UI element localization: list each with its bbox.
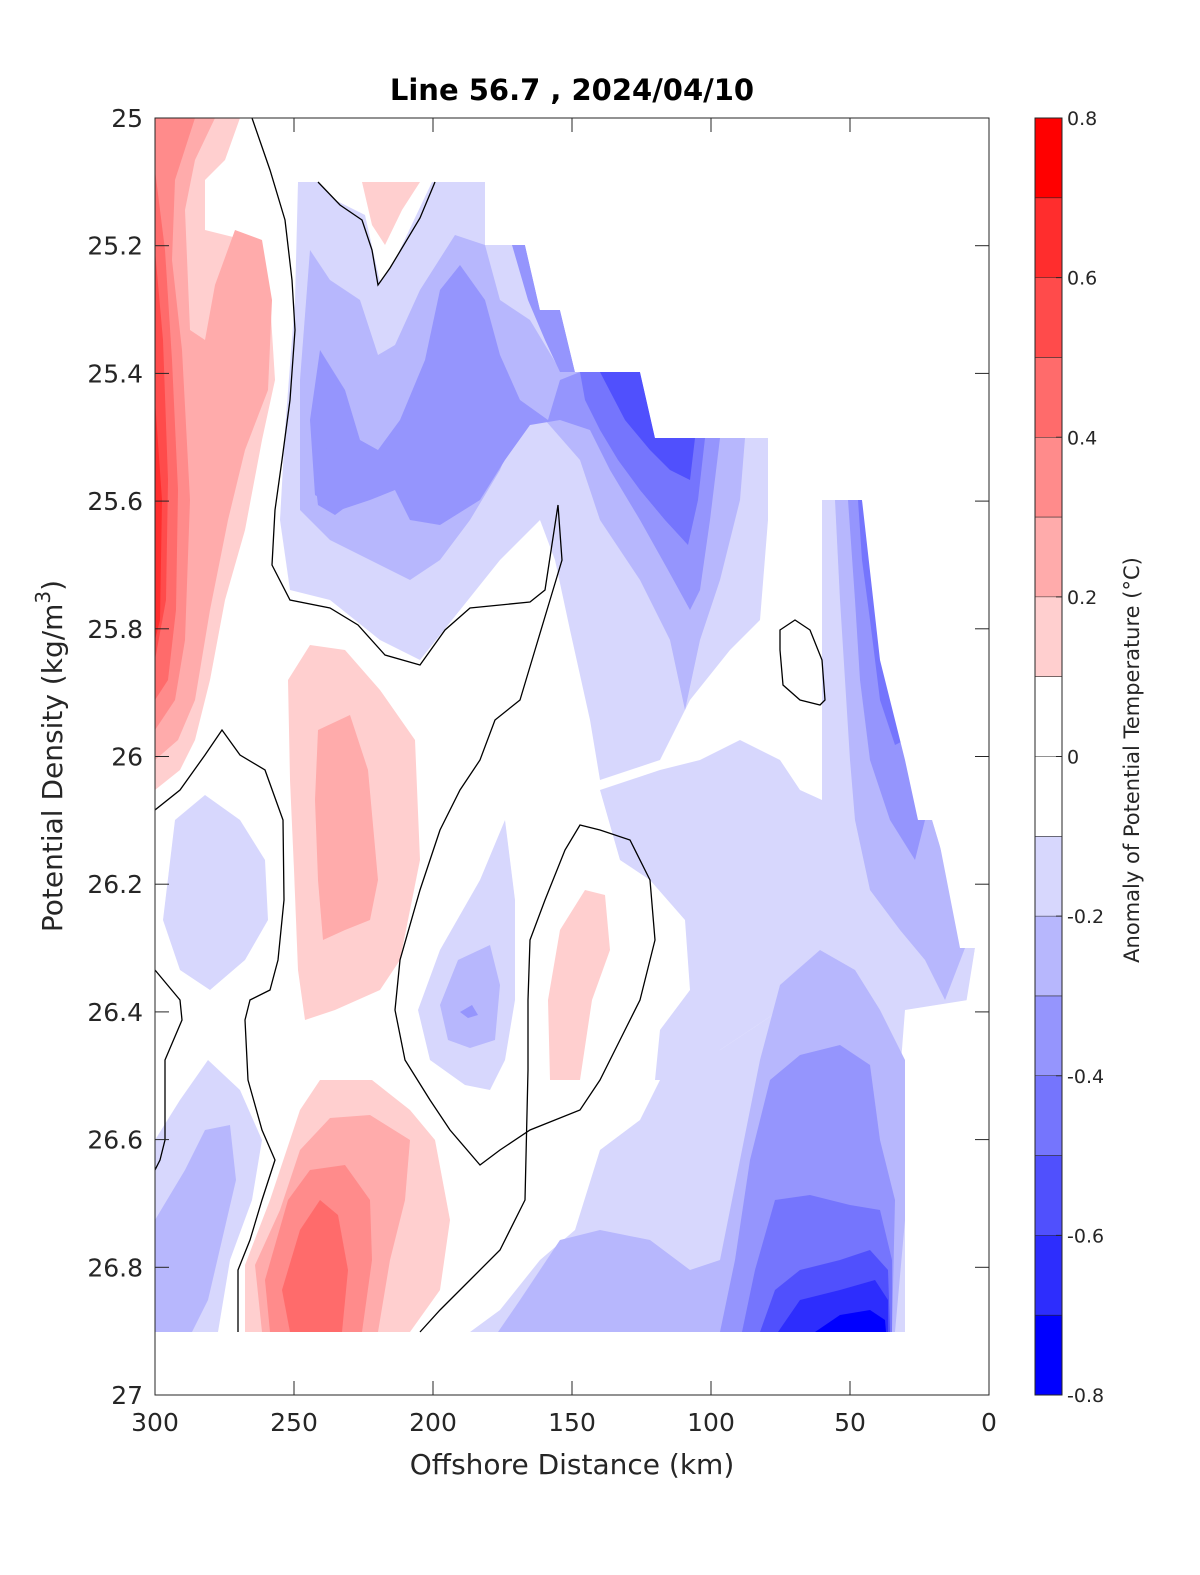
contour-fills [155, 118, 989, 1395]
x-tick-label: 50 [834, 1408, 866, 1437]
y-axis-label-main: Potential Density (kg/m [36, 604, 69, 933]
colorbar-segment [1035, 357, 1062, 438]
contour-center-red [548, 890, 610, 1080]
y-tick-label: 25 [111, 104, 143, 133]
contour-left-bottom-blue-2 [155, 1125, 236, 1332]
y-tick-label: 26.8 [87, 1253, 143, 1282]
colorbar-tick-label: -0.8 [1067, 1385, 1104, 1407]
zero-line-2 [317, 181, 436, 287]
colorbar-segment [1035, 836, 1062, 917]
colorbar-segment [1035, 1075, 1062, 1157]
y-axis: 25 25.2 25.4 25.6 25.8 26 26.2 26.4 26.6 26.8 27 [87, 104, 989, 1410]
colorbar-segment [1035, 1235, 1062, 1316]
contour-center-blue-1 [418, 820, 515, 1090]
contour-center-blue-3 [460, 1005, 478, 1018]
colorbar-tick-label: 0.6 [1067, 268, 1097, 290]
colorbar-tick-label: 0.8 [1067, 108, 1097, 130]
x-tick-label: 200 [409, 1408, 457, 1437]
contour-mid-blue-3 [310, 265, 720, 610]
y-tick-label: 27 [111, 1381, 143, 1410]
zero-line-3 [155, 728, 285, 1332]
colorbar-tick-label: -0.4 [1067, 1066, 1104, 1088]
zero-line-1 [251, 118, 656, 1333]
contour-left-lower-blue [163, 795, 268, 990]
colorbar: 0.8 0.6 0.4 0.2 0 -0.2 -0.4 -0.6 -0.8 [1034, 108, 1104, 1407]
contour-upper-blue-strip [512, 245, 575, 372]
contour-mid-blue-4 [580, 372, 705, 545]
y-tick-label: 26.2 [87, 870, 143, 899]
colorbar-segment [1035, 277, 1062, 358]
contour-center-blue-2 [440, 945, 500, 1048]
y-tick-label: 25.6 [87, 487, 143, 516]
colorbar-tick-label: -0.2 [1067, 906, 1104, 928]
contour-bottom-blue-7 [815, 1310, 886, 1332]
x-tick-label: 0 [981, 1408, 997, 1437]
zero-line-4 [155, 969, 183, 1171]
contour-mid-blue-2 [300, 235, 745, 710]
y-tick-label: 26.4 [87, 998, 143, 1027]
contour-mid-red-2 [315, 715, 378, 940]
colorbar-segment [1035, 596, 1062, 678]
y-tick-label: 26 [111, 743, 143, 772]
chart-title: Line 56.7 , 2024/04/10 [390, 73, 754, 107]
x-tick-label: 100 [687, 1408, 735, 1437]
colorbar-segment [1035, 676, 1062, 757]
colorbar-segment [1035, 118, 1062, 199]
y-axis-label-sup: 3 [31, 591, 55, 604]
contour-mid-blue-5 [600, 372, 695, 480]
x-axis-label: Offshore Distance (km) [410, 1448, 735, 1481]
zero-contour-lines [155, 118, 826, 1333]
colorbar-tick-label: 0.2 [1067, 587, 1097, 609]
y-axis-label-close: ) [36, 580, 69, 591]
y-tick-label: 25.4 [87, 359, 143, 388]
colorbar-tick-label: 0 [1067, 747, 1079, 769]
colorbar-tick-label: 0.4 [1067, 427, 1097, 449]
x-axis: 300 250 200 150 100 50 0 [131, 118, 997, 1437]
colorbar-segment [1035, 197, 1062, 279]
colorbar-segment [1035, 517, 1062, 598]
colorbar-segment [1035, 437, 1062, 518]
colorbar-segment [1035, 1155, 1062, 1236]
colorbar-segment [1035, 916, 1062, 997]
zero-line-5 [779, 619, 826, 706]
colorbar-label: Anomaly of Potential Temperature (°C) [1120, 557, 1144, 963]
colorbar-tick-label: -0.6 [1067, 1225, 1104, 1247]
contour-blob-small-blue [315, 445, 355, 515]
y-tick-label: 26.6 [87, 1126, 143, 1155]
y-tick-label: 25.8 [87, 615, 143, 644]
colorbar-segment [1035, 756, 1062, 837]
contour-left-red-6 [155, 400, 162, 640]
y-axis-label: Potential Density (kg/m3) [31, 580, 69, 932]
x-tick-label: 150 [548, 1408, 596, 1437]
contour-bottom-red-4 [282, 1200, 348, 1332]
y-tick-label: 25.2 [87, 232, 143, 261]
missing-data-top-right [155, 118, 989, 1395]
x-tick-label: 250 [270, 1408, 318, 1437]
contour-top-red [362, 182, 420, 245]
colorbar-segment [1035, 995, 1062, 1077]
colorbar-segment [1035, 1315, 1062, 1396]
x-tick-label: 300 [131, 1408, 179, 1437]
